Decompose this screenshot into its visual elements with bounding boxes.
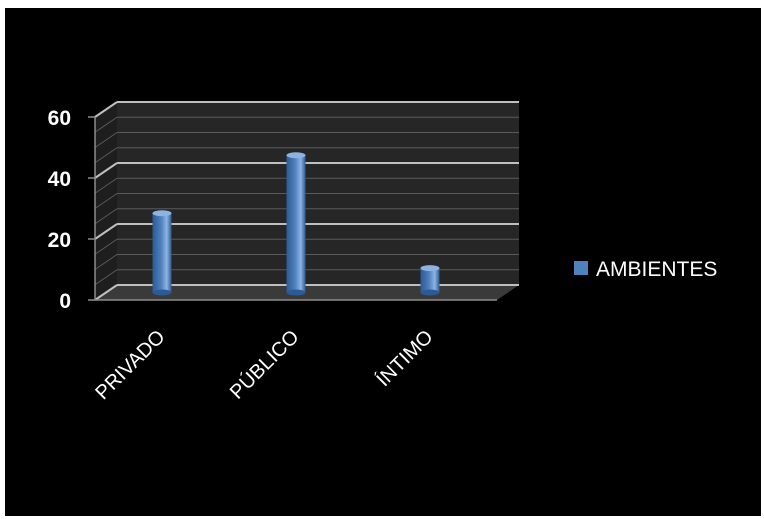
gridline-side: [94, 101, 118, 118]
y-tick-label: 40: [48, 168, 71, 191]
bar-base: [420, 289, 440, 296]
x-category-label: ÍNTIMO: [372, 325, 438, 391]
x-category-label: PRIVADO: [91, 326, 169, 404]
gridline-side: [94, 269, 118, 286]
gridline-side: [94, 238, 118, 255]
legend-label: AMBIENTES: [596, 258, 717, 281]
bar-top: [286, 152, 306, 159]
gridline-side: [94, 223, 118, 240]
x-category-label: PÚBLICO: [225, 325, 303, 403]
bar-top: [420, 265, 440, 272]
chart-frame: 0 20 40 60 PRIVADO PÚBLICO ÍNTIMO AMBIENTES: [5, 8, 761, 516]
bar-base: [286, 289, 306, 296]
y-tick-label: 0: [59, 290, 71, 313]
y-tick-label: 60: [48, 107, 71, 130]
bar: [420, 265, 440, 296]
gridlines: [94, 101, 519, 301]
gridline-side: [94, 162, 118, 179]
y-axis-ticks: 0 20 40 60: [48, 107, 95, 313]
x-axis-categories: PRIVADO PÚBLICO ÍNTIMO: [91, 325, 437, 404]
bar-base: [152, 289, 172, 296]
bar-chart: 0 20 40 60 PRIVADO PÚBLICO ÍNTIMO AMBIENTES: [48, 101, 717, 404]
floor: [95, 285, 519, 300]
gridline-side: [94, 284, 118, 301]
legend: AMBIENTES: [574, 258, 717, 281]
gridline-side: [94, 193, 118, 209]
bars: [152, 152, 440, 296]
gridline-side: [94, 147, 118, 164]
y-tick-label: 20: [48, 229, 71, 252]
gridline-side: [94, 254, 118, 270]
gridline-side: [94, 116, 118, 133]
bar-top: [152, 210, 172, 217]
legend-swatch: [574, 261, 588, 275]
bar-body: [152, 213, 172, 293]
gridline-side: [94, 208, 118, 225]
bar-body: [286, 155, 306, 293]
bar-body: [420, 268, 440, 293]
bar: [286, 152, 306, 296]
bar: [152, 210, 172, 296]
gridline-side: [94, 177, 118, 194]
gridline-side: [94, 132, 118, 148]
